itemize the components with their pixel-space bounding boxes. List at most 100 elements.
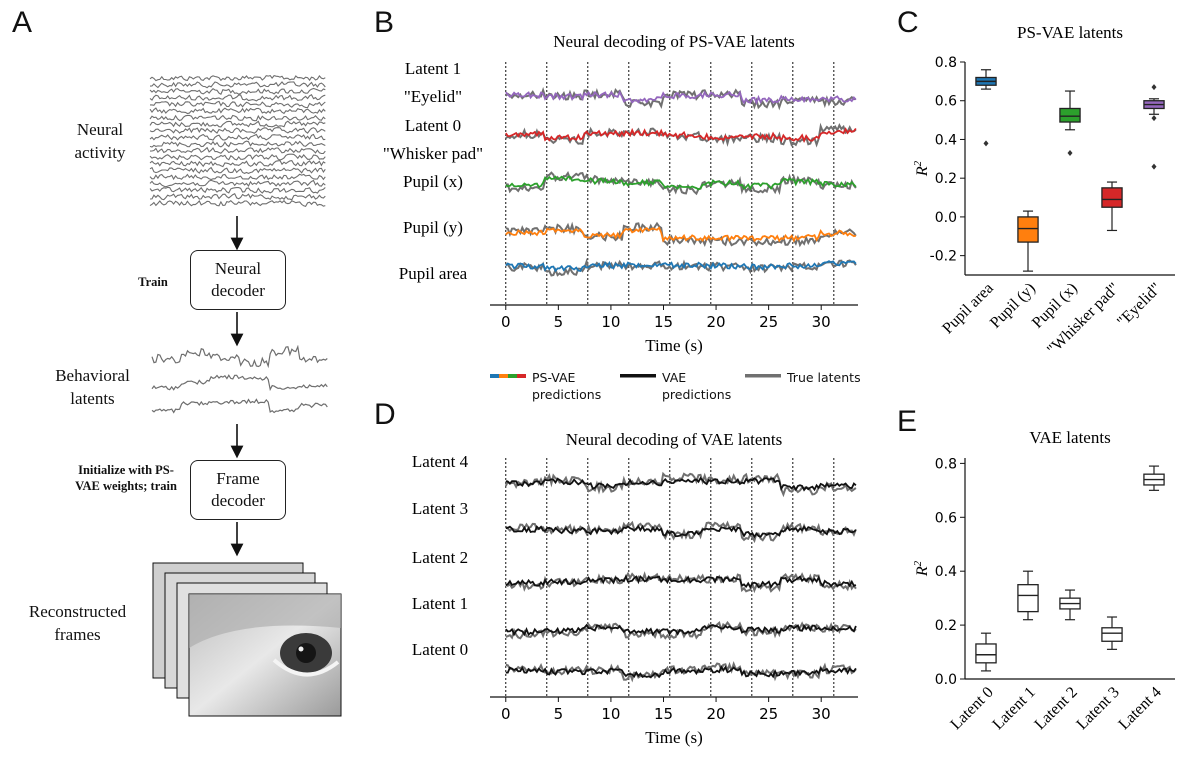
x-tick-label: 20 xyxy=(707,705,726,723)
y-tick-label: 0.6 xyxy=(935,94,957,110)
panel-label-e: E xyxy=(897,405,918,438)
neural-decoder-box: Neural decoder xyxy=(190,250,286,310)
box-body xyxy=(1017,216,1039,243)
y-tick-label: 0.2 xyxy=(935,618,957,634)
y-tick-label: 0.8 xyxy=(935,55,957,71)
prediction-trace xyxy=(505,260,857,273)
neural-activity-trace xyxy=(149,107,326,115)
x-tick-label: Pupil (y) xyxy=(987,280,1039,332)
frame-decoder-label: Frame decoder xyxy=(211,469,265,510)
neural-activity-trace xyxy=(149,74,326,82)
x-tick-label: "Eyelid" xyxy=(1114,280,1165,331)
neural-activity-trace xyxy=(149,81,326,89)
y-tick-label: 0.2 xyxy=(935,171,957,187)
neural-activity-trace xyxy=(149,114,326,122)
flow-arrows xyxy=(230,216,244,557)
train-label: Train xyxy=(138,275,168,289)
x-tick-label: 20 xyxy=(707,313,726,331)
prediction-trace xyxy=(505,623,857,637)
initialize-label: Initialize with PS-VAE weights; train xyxy=(75,463,177,493)
box-body xyxy=(1101,627,1123,642)
psvae-boxplot: PS-VAE latents -0.2 0.0 0.2 0.4 0.6 0.8 R2 Pupil… xyxy=(912,23,1175,359)
y-axis-label: R2 xyxy=(912,560,931,577)
frame-decoder-box: Frame decoder xyxy=(190,460,286,520)
legend-psvae-text: PS-VAE predictions xyxy=(532,370,602,402)
y-axis-label: R2 xyxy=(912,160,931,177)
row-label: Latent 1 xyxy=(405,59,461,78)
prediction-trace xyxy=(505,524,857,539)
neural-activity-trace xyxy=(149,127,326,134)
y-axis-label-main: R xyxy=(914,166,931,177)
box-outlier xyxy=(1067,150,1073,157)
row-label: Pupil area xyxy=(399,264,468,283)
true-latent-trace xyxy=(504,471,857,498)
y-tick-label: 0.0 xyxy=(935,672,957,688)
box-outlier xyxy=(1151,84,1157,91)
panel-label-d: D xyxy=(374,398,396,431)
neural-activity-trace xyxy=(150,100,326,109)
prediction-trace xyxy=(505,89,857,106)
neural-activity-trace xyxy=(149,192,326,201)
prediction-trace xyxy=(505,175,857,191)
legend-true-text: True latents xyxy=(787,370,861,385)
behavioral-latents-label: Behavioral latents xyxy=(55,366,130,408)
x-tick-label: Latent 2 xyxy=(1031,684,1080,733)
neural-activity-trace xyxy=(149,186,326,194)
row-label: Latent 1 xyxy=(412,594,468,613)
row-label: Latent 3 xyxy=(412,499,468,518)
y-tick-label: 0.8 xyxy=(935,456,957,472)
neural-activity-trace xyxy=(149,159,326,168)
reconstructed-frames-label: Reconstructed frames xyxy=(28,602,127,644)
x-axis-label: Time (s) xyxy=(645,336,702,355)
row-label: "Eyelid" xyxy=(404,87,462,106)
true-latent-trace xyxy=(505,122,857,148)
prediction-trace xyxy=(505,664,857,679)
prediction-trace xyxy=(505,127,857,144)
row-label: Latent 0 xyxy=(405,116,461,135)
x-tick-label: Latent 0 xyxy=(947,684,996,733)
neural-activity-trace xyxy=(149,87,326,95)
neural-activity-trace xyxy=(149,153,326,161)
legend-psvae-swatch xyxy=(490,374,526,378)
y-tick-label: 0.0 xyxy=(935,210,957,226)
chart-title: PS-VAE latents xyxy=(1017,23,1123,42)
y-tick-label: 0.6 xyxy=(935,510,957,526)
chart-title: VAE latents xyxy=(1029,428,1110,447)
row-label: "Whisker pad" xyxy=(383,144,483,163)
x-tick-label: 0 xyxy=(501,313,511,331)
neural-activity-trace xyxy=(149,179,326,188)
frame-front xyxy=(188,593,342,717)
vae-decoding-chart: Neural decoding of VAE latents 0 5 10 15 20 25… xyxy=(412,430,858,747)
chart-title: Neural decoding of VAE latents xyxy=(566,430,783,449)
chart-title: Neural decoding of PS-VAE latents xyxy=(553,32,794,51)
x-tick-label: Latent 3 xyxy=(1073,684,1122,733)
box-body xyxy=(1017,584,1039,613)
row-label: Pupil (x) xyxy=(403,172,463,191)
box-outlier xyxy=(1151,115,1157,122)
neural-activity-label: Neural activity xyxy=(74,120,126,162)
neural-activity-trace xyxy=(149,199,326,208)
row-label: Pupil (y) xyxy=(403,218,463,237)
legend-vae-swatch xyxy=(620,374,656,378)
panel-label-a: A xyxy=(12,6,33,39)
y-axis-label-sup: 2 xyxy=(912,160,924,166)
box-outlier xyxy=(1151,163,1157,170)
x-tick-label: 30 xyxy=(812,705,831,723)
x-axis-label: Time (s) xyxy=(645,728,702,747)
prediction-trace xyxy=(505,574,857,590)
neural-activity-trace xyxy=(149,120,326,128)
neural-activity-raster xyxy=(149,74,326,208)
neural-activity-trace xyxy=(149,173,326,181)
neural-activity-trace xyxy=(149,166,326,175)
true-latent-trace xyxy=(505,170,857,196)
x-tick-label: 15 xyxy=(654,313,673,331)
behavioral-latent-trace xyxy=(151,345,328,369)
legend-true-swatch xyxy=(745,374,781,378)
x-tick-label: 25 xyxy=(759,313,778,331)
x-tick-label: Latent 1 xyxy=(989,684,1038,733)
panel-label-b: B xyxy=(374,6,395,39)
box-body xyxy=(1101,187,1123,208)
x-tick-label: Pupil area xyxy=(939,280,997,338)
y-axis-label-sup: 2 xyxy=(912,560,924,566)
